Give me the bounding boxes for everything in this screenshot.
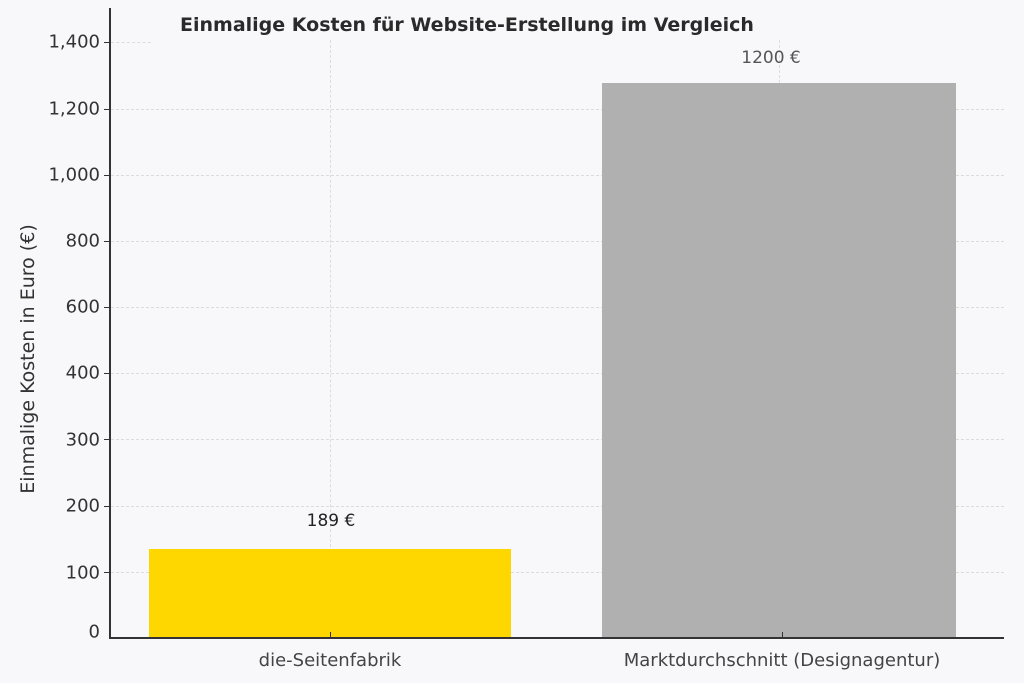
y-tick-mark [104,506,110,507]
x-tick-label: Marktdurchschnitt (Designagentur) [623,650,941,671]
x-tick-mark [782,632,783,638]
y-tick-label: 800 [65,230,100,252]
x-tick-label: die-Seitenfabrik [258,650,402,671]
y-tick-label: 1,400 [48,31,100,53]
y-tick-label: 1,200 [48,98,100,120]
y-axis [109,8,111,639]
y-tick-label: 400 [65,362,100,384]
y-tick-mark [104,109,110,110]
gridline [111,175,1004,176]
y-tick-mark [104,175,110,176]
y-tick-mark [104,572,110,573]
y-tick-mark [104,42,110,43]
y-tick-label: 200 [65,495,100,517]
y-tick-label: 0 [88,621,100,643]
y-tick-mark [104,241,110,242]
y-tick-mark [104,439,110,440]
bar-die-seitenfabrik [149,549,511,637]
y-tick-label: 600 [65,296,100,318]
gridline [111,506,1004,507]
x-tick-mark [330,632,331,638]
bar-value-label: 189 € [306,511,356,531]
gridline [111,241,1004,242]
y-tick-mark [104,373,110,374]
gridline [111,42,151,43]
y-tick-label: 1,000 [48,164,100,186]
y-axis-label: Einmalige Kosten in Euro (€) [17,224,39,494]
gridline [111,307,1004,308]
y-tick-mark [104,307,110,308]
gridline [111,373,1004,374]
gridline [111,439,1004,440]
gridline-vertical [330,40,331,637]
y-tick-label: 100 [65,562,100,584]
x-axis [109,637,1004,639]
gridline [111,109,1004,110]
chart-title: Einmalige Kosten für Website-Erstellung … [180,14,754,36]
bar-value-label: 1200 € [741,48,801,68]
bar-marktdurchschnitt [602,83,956,637]
gridline [111,572,1004,573]
y-tick-label: 300 [65,429,100,451]
